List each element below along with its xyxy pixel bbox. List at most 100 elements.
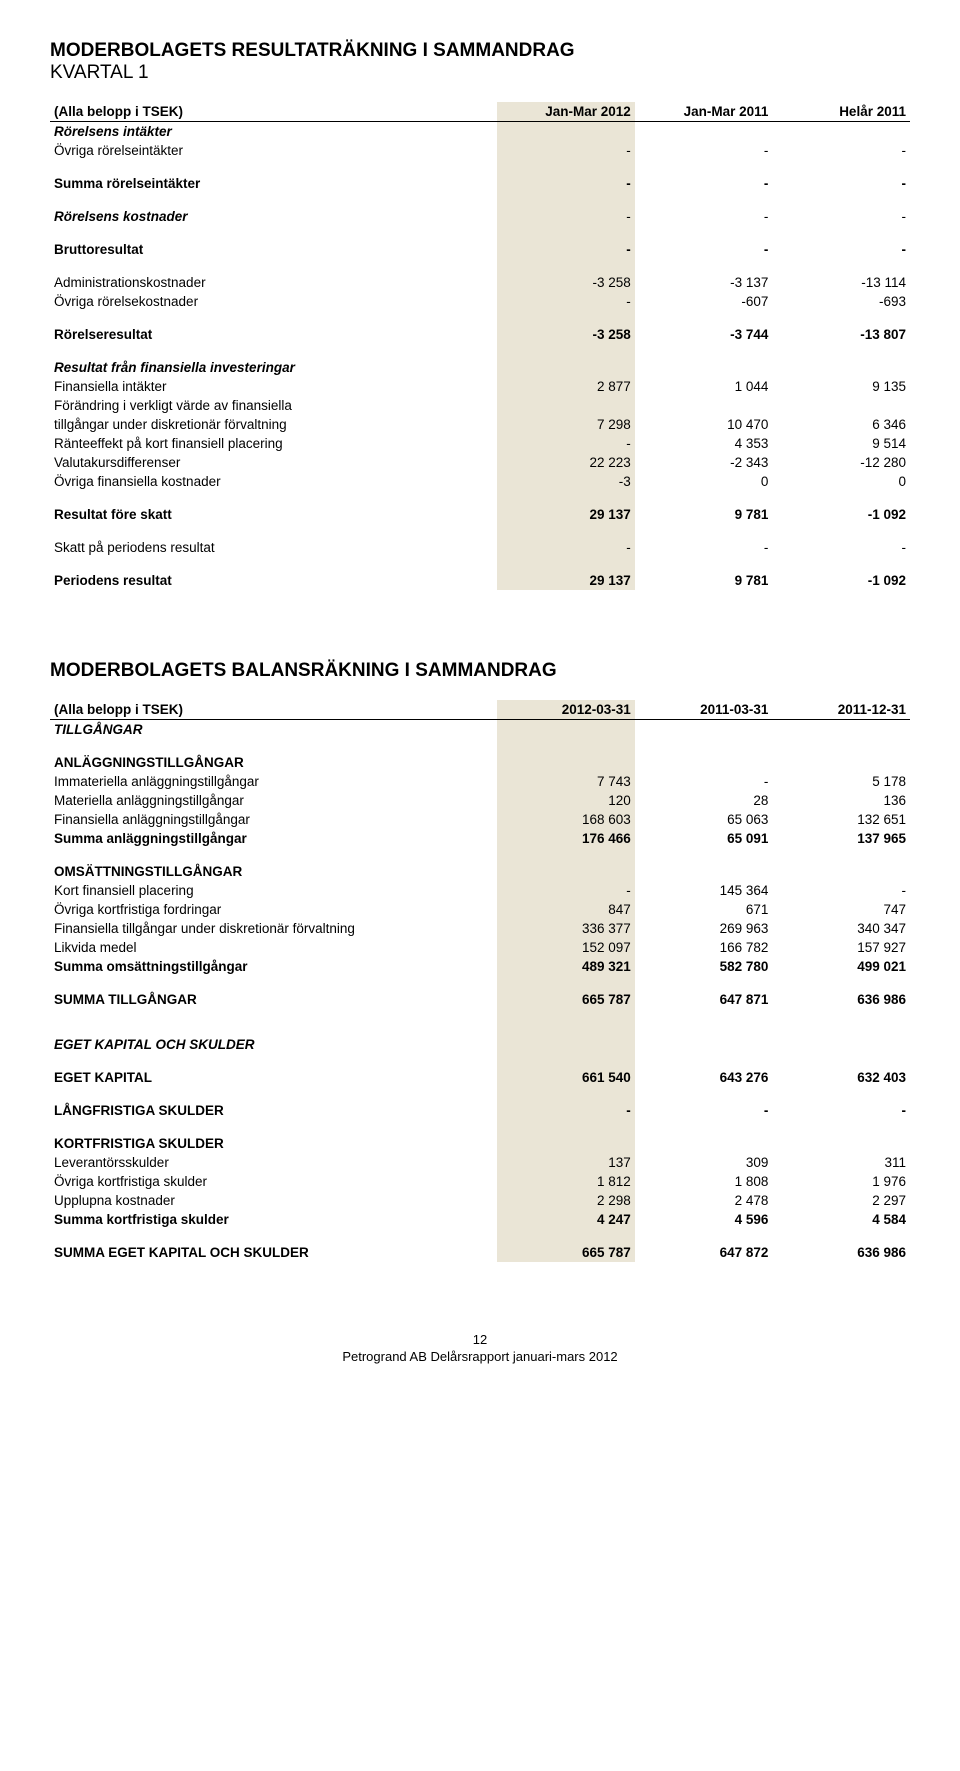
table-row: Förändring i verkligt värde av finansiel… (50, 396, 910, 415)
cell (497, 358, 635, 377)
table-row: Finansiella anläggningstillgångar 168 60… (50, 810, 910, 829)
table-row: Övriga rörelsekostnader - -607 -693 (50, 292, 910, 311)
cell: - (635, 538, 773, 557)
cell: -3 137 (635, 273, 773, 292)
cell (635, 1035, 773, 1054)
cell: 489 321 (497, 957, 635, 976)
hdr-col3: Helår 2011 (772, 102, 910, 122)
table-row: Periodens resultat 29 137 9 781 -1 092 (50, 571, 910, 590)
cell: -1 092 (772, 571, 910, 590)
cell: 665 787 (497, 1243, 635, 1262)
table-row: Upplupna kostnader 2 298 2 478 2 297 (50, 1191, 910, 1210)
cell: 661 540 (497, 1068, 635, 1087)
cell: - (497, 538, 635, 557)
cell: -1 092 (772, 505, 910, 524)
cell: Rörelsens intäkter (50, 122, 497, 142)
cell: 336 377 (497, 919, 635, 938)
table-row: Övriga kortfristiga fordringar 847 671 7… (50, 900, 910, 919)
cell: 311 (772, 1153, 910, 1172)
cell: 29 137 (497, 505, 635, 524)
cell (772, 720, 910, 740)
table-row: Resultat före skatt 29 137 9 781 -1 092 (50, 505, 910, 524)
cell: EGET KAPITAL OCH SKULDER (50, 1035, 497, 1054)
cell: 647 871 (635, 990, 773, 1009)
hdr-col2: 2011-03-31 (635, 700, 773, 720)
cell: Finansiella tillgångar under diskretionä… (50, 919, 497, 938)
cell: 4 584 (772, 1210, 910, 1229)
cell: -693 (772, 292, 910, 311)
cell: - (772, 207, 910, 226)
table-row: ANLÄGGNINGSTILLGÅNGAR (50, 753, 910, 772)
cell (635, 1134, 773, 1153)
cell: -3 258 (497, 325, 635, 344)
cell: 632 403 (772, 1068, 910, 1087)
cell: -13 114 (772, 273, 910, 292)
cell: 7 743 (497, 772, 635, 791)
table-row: tillgångar under diskretionär förvaltnin… (50, 415, 910, 434)
table-row: EGET KAPITAL OCH SKULDER (50, 1035, 910, 1054)
cell: OMSÄTTNINGSTILLGÅNGAR (50, 862, 497, 881)
cell: 9 781 (635, 505, 773, 524)
hdr-label: (Alla belopp i TSEK) (50, 700, 497, 720)
cell: 269 963 (635, 919, 773, 938)
cell: 166 782 (635, 938, 773, 957)
cell: Summa anläggningstillgångar (50, 829, 497, 848)
cell: 137 965 (772, 829, 910, 848)
table-row: Summa rörelseintäkter - - - (50, 174, 910, 193)
table-row: Kort finansiell placering - 145 364 - (50, 881, 910, 900)
cell: - (772, 1101, 910, 1120)
table-row: SUMMA EGET KAPITAL OCH SKULDER 665 787 6… (50, 1243, 910, 1262)
subtitle-income: KVARTAL 1 (50, 62, 910, 84)
cell: Övriga kortfristiga skulder (50, 1172, 497, 1191)
table-row: Summa kortfristiga skulder 4 247 4 596 4… (50, 1210, 910, 1229)
cell (772, 1134, 910, 1153)
cell: 2 297 (772, 1191, 910, 1210)
page-number: 12 (50, 1332, 910, 1347)
table-row: SUMMA TILLGÅNGAR 665 787 647 871 636 986 (50, 990, 910, 1009)
cell: 4 247 (497, 1210, 635, 1229)
hdr-col1: 2012-03-31 (497, 700, 635, 720)
cell: KORTFRISTIGA SKULDER (50, 1134, 497, 1153)
balance-sheet-table: (Alla belopp i TSEK) 2012-03-31 2011-03-… (50, 700, 910, 1262)
cell: - (497, 434, 635, 453)
cell: Administrationskostnader (50, 273, 497, 292)
cell: Förändring i verkligt värde av finansiel… (50, 396, 497, 415)
cell: 2 877 (497, 377, 635, 396)
table-header: (Alla belopp i TSEK) 2012-03-31 2011-03-… (50, 700, 910, 720)
cell: LÅNGFRISTIGA SKULDER (50, 1101, 497, 1120)
cell (635, 396, 773, 415)
cell: 1 808 (635, 1172, 773, 1191)
table-row: Leverantörsskulder 137 309 311 (50, 1153, 910, 1172)
cell: EGET KAPITAL (50, 1068, 497, 1087)
cell: 5 178 (772, 772, 910, 791)
cell: Övriga rörelsekostnader (50, 292, 497, 311)
table-row: Rörelseresultat -3 258 -3 744 -13 807 (50, 325, 910, 344)
cell: Summa omsättningstillgångar (50, 957, 497, 976)
table-row: Likvida medel 152 097 166 782 157 927 (50, 938, 910, 957)
cell: 847 (497, 900, 635, 919)
cell: 636 986 (772, 1243, 910, 1262)
cell: 9 781 (635, 571, 773, 590)
income-statement-table: (Alla belopp i TSEK) Jan-Mar 2012 Jan-Ma… (50, 102, 910, 590)
cell: -3 258 (497, 273, 635, 292)
table-row: KORTFRISTIGA SKULDER (50, 1134, 910, 1153)
cell (497, 122, 635, 142)
cell: 643 276 (635, 1068, 773, 1087)
table-row: Bruttoresultat - - - (50, 240, 910, 259)
cell: Leverantörsskulder (50, 1153, 497, 1172)
cell (635, 862, 773, 881)
cell (772, 753, 910, 772)
cell: -607 (635, 292, 773, 311)
table-row: TILLGÅNGAR (50, 720, 910, 740)
cell (497, 1035, 635, 1054)
cell: SUMMA TILLGÅNGAR (50, 990, 497, 1009)
cell: -3 744 (635, 325, 773, 344)
cell: 636 986 (772, 990, 910, 1009)
cell: Resultat från finansiella investeringar (50, 358, 497, 377)
cell: SUMMA EGET KAPITAL OCH SKULDER (50, 1243, 497, 1262)
cell: - (772, 881, 910, 900)
cell: 137 (497, 1153, 635, 1172)
cell: Rörelseresultat (50, 325, 497, 344)
hdr-col1: Jan-Mar 2012 (497, 102, 635, 122)
cell: 1 044 (635, 377, 773, 396)
